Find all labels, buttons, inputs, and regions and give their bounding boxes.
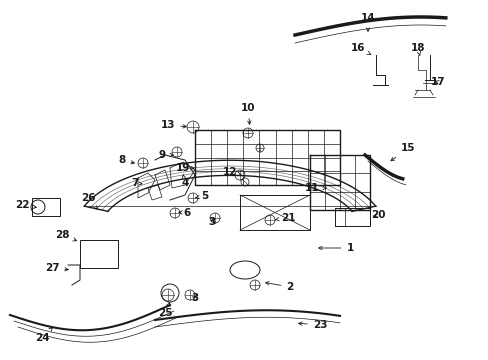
Bar <box>334 208 369 226</box>
Text: 5: 5 <box>195 191 208 201</box>
Text: 23: 23 <box>298 320 326 330</box>
Text: 18: 18 <box>410 43 425 56</box>
Text: 19: 19 <box>176 163 194 173</box>
Text: 12: 12 <box>223 167 241 177</box>
Text: 22: 22 <box>15 200 36 210</box>
Text: 6: 6 <box>179 208 190 218</box>
Text: 13: 13 <box>161 120 186 130</box>
Bar <box>32 198 60 216</box>
Text: 24: 24 <box>35 328 52 343</box>
Text: 28: 28 <box>55 230 77 241</box>
Text: 21: 21 <box>275 213 295 223</box>
Text: 9: 9 <box>158 150 173 160</box>
Text: 11: 11 <box>304 183 325 193</box>
Text: 3: 3 <box>191 293 198 303</box>
Text: 2: 2 <box>265 282 293 292</box>
Text: 26: 26 <box>81 193 98 209</box>
Text: 10: 10 <box>240 103 255 124</box>
Text: 27: 27 <box>44 263 68 273</box>
Bar <box>80 240 118 268</box>
Text: 25: 25 <box>158 302 172 318</box>
Text: 16: 16 <box>350 43 370 54</box>
Text: 8: 8 <box>118 155 134 165</box>
Text: 14: 14 <box>360 13 375 31</box>
Text: 1: 1 <box>318 243 353 253</box>
Text: 7: 7 <box>131 178 142 188</box>
Text: 20: 20 <box>370 210 385 220</box>
Text: 15: 15 <box>390 143 414 161</box>
Text: 4: 4 <box>181 175 188 188</box>
Text: 17: 17 <box>430 77 445 87</box>
Text: 3: 3 <box>208 217 215 227</box>
